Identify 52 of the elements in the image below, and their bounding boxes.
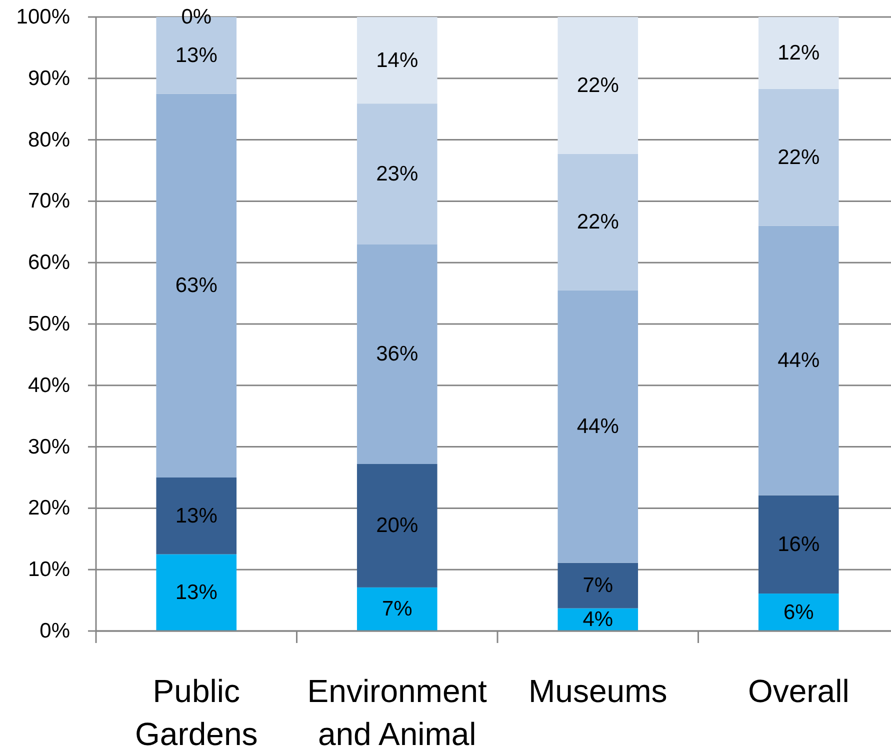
data-label: 7% — [382, 598, 412, 621]
data-label: 13% — [175, 44, 218, 67]
data-label: 63% — [175, 274, 218, 298]
bar — [758, 88, 839, 226]
y-tick-label: 90% — [28, 66, 70, 90]
x-tick-label: Environment and Animal — [307, 673, 488, 751]
data-label: 23% — [376, 162, 418, 186]
bar — [558, 17, 638, 154]
data-label: 6% — [783, 600, 814, 624]
y-tick-label: 40% — [28, 374, 70, 397]
y-tick-label: 20% — [28, 496, 70, 520]
y-tick-label: 70% — [28, 190, 70, 213]
y-tick-label: 10% — [28, 558, 70, 582]
bar — [356, 587, 438, 631]
y-tick-label: 30% — [28, 435, 70, 458]
data-label: 0% — [181, 6, 212, 28]
data-label: 22% — [576, 74, 619, 97]
y-tick-label: 0% — [40, 620, 70, 642]
bar — [156, 94, 237, 478]
data-label: 12% — [778, 41, 820, 64]
data-label: 22% — [576, 210, 619, 234]
data-label: 7% — [582, 574, 614, 598]
x-tick-label: Overall — [748, 673, 850, 709]
y-tick-label: 80% — [28, 128, 70, 152]
data-label: 13% — [175, 504, 218, 528]
data-label: 20% — [376, 514, 418, 538]
data-label: 44% — [778, 349, 820, 372]
data-label: 13% — [175, 581, 218, 604]
x-tick-label: Public Gardens — [135, 673, 258, 751]
x-tick-label: Museums — [528, 673, 668, 709]
bar — [758, 17, 839, 89]
bar — [758, 495, 839, 594]
data-label: 14% — [376, 48, 418, 72]
y-tick-label: 100% — [16, 6, 70, 28]
data-label: 4% — [582, 608, 614, 632]
bar — [156, 554, 237, 631]
bar — [356, 244, 438, 464]
bar — [758, 226, 839, 496]
bar — [356, 464, 438, 588]
bar — [156, 478, 237, 554]
data-label: 44% — [576, 415, 619, 438]
data-label: 16% — [778, 532, 820, 556]
bar — [558, 290, 638, 563]
y-tick-label: 50% — [28, 312, 70, 336]
bar — [356, 104, 438, 244]
y-tick-label: 60% — [28, 251, 70, 274]
data-label: 22% — [778, 146, 820, 169]
data-label: 36% — [376, 342, 418, 366]
bar — [558, 154, 638, 290]
bar — [356, 17, 438, 104]
bar — [758, 594, 839, 631]
bar — [558, 562, 638, 608]
